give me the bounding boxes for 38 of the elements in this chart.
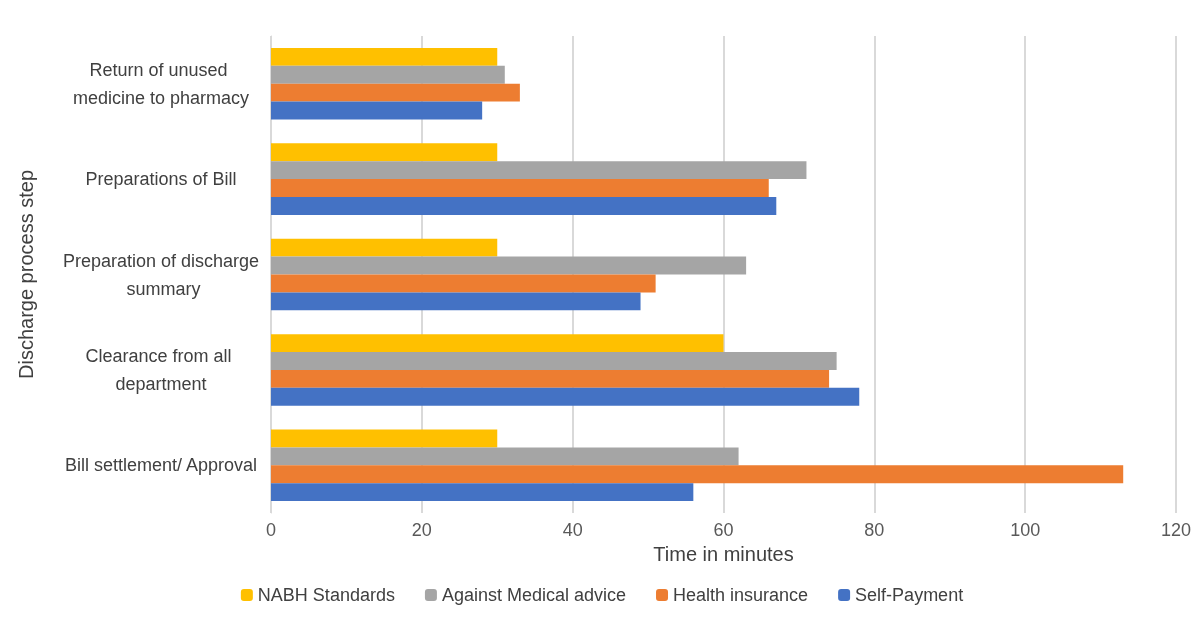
bar [271,369,830,388]
legend-label: NABH Standards [257,585,395,605]
y-tick-label: Preparation of discharge summary [62,250,260,299]
bar [271,334,724,353]
x-tick-label: 100 [1010,520,1041,540]
bar [271,429,498,448]
x-axis-title: Time in minutes [653,542,794,565]
bar [271,101,483,120]
y-axis-title: Discharge process step [15,170,37,379]
bar [271,483,694,502]
bar [271,65,505,84]
bar [271,238,498,257]
legend-label: Against Medical advice [441,585,627,605]
bar [271,196,777,215]
legend-label: Self-Payment [855,585,964,605]
x-tick-label: 120 [1160,520,1192,540]
bar [271,447,739,466]
bar [271,352,837,370]
bar [271,256,747,275]
bar [271,161,807,180]
bar [271,179,769,197]
x-tick-label: 20 [411,520,432,540]
x-tick-label: 40 [562,520,583,540]
legend-label: Health insurance [673,585,809,605]
bar [271,143,498,162]
y-tick-label: Return of unused medicine to pharmacy [72,59,250,108]
bar [271,274,656,293]
bar [271,47,498,66]
bar [271,465,1124,484]
y-tick-label: Preparations of Bill [85,169,237,190]
x-tick-label: 60 [713,520,734,540]
x-tick-label: 80 [864,520,885,540]
bar [271,292,641,311]
y-tick-label: Clearance from all department [85,345,237,394]
y-tick-label: Bill settlement/ Approval [64,455,258,476]
bar [271,387,860,406]
x-tick-label: 0 [265,520,277,540]
bar [271,83,520,102]
